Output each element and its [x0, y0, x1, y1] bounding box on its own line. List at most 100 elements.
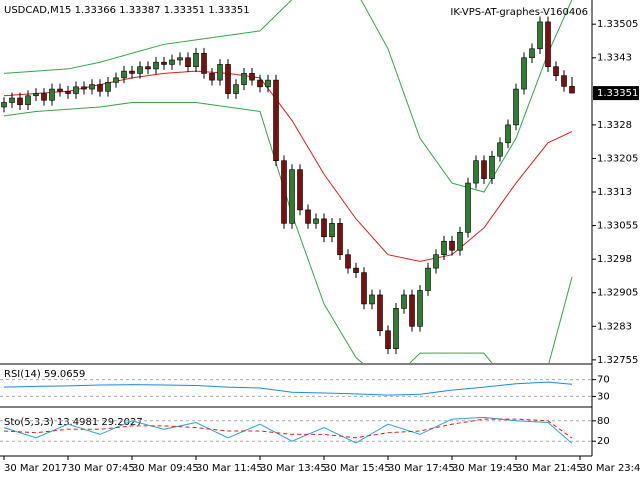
candle-body	[561, 75, 567, 87]
y-tick-label: 1.3298	[597, 254, 632, 265]
candle-body	[241, 73, 247, 85]
candle-body	[521, 57, 527, 90]
y-tick-label: 70	[597, 375, 610, 386]
candle-body	[481, 160, 487, 179]
x-tick-label: 30 Mar 19:45	[452, 463, 519, 474]
main-pane	[1, 0, 575, 363]
candle-body	[137, 66, 143, 74]
symbol: USDCAD,M15	[4, 5, 71, 16]
x-tick-label: 30 Mar 17:45	[388, 463, 455, 474]
candle-body	[537, 21, 543, 50]
rsi-title: RSI(14)	[4, 369, 41, 380]
candle-body	[497, 142, 503, 157]
candle-body	[409, 294, 415, 327]
candle-body	[393, 308, 399, 349]
candle-body	[289, 169, 295, 224]
x-tick-label: 30 Mar 13:45	[260, 463, 327, 474]
candle-body	[569, 86, 575, 94]
candle-body	[105, 82, 111, 92]
candle-body	[17, 97, 23, 106]
candle-body	[25, 95, 31, 106]
y-tick-label: 1.3313	[597, 187, 632, 198]
candle-body	[361, 272, 367, 305]
y-tick-label: 1.3283	[597, 321, 632, 332]
candle-body	[257, 79, 263, 88]
candle-body	[249, 73, 255, 81]
candle-body	[129, 70, 135, 74]
x-tick-label: 30 Mar 23:45	[580, 463, 640, 474]
candle-body	[65, 91, 71, 94]
x-tick-label: 30 Mar 07:45	[68, 463, 135, 474]
candle-body	[265, 79, 271, 88]
y-tick-label: 1.33055	[597, 221, 638, 232]
rsi-label: RSI(14) 59.0659	[4, 369, 85, 380]
candle-body	[345, 254, 351, 269]
candle-body	[433, 254, 439, 269]
candle-body	[41, 93, 47, 101]
candle-body	[49, 88, 55, 101]
candle-body	[377, 294, 383, 332]
price-label: 1.33351	[597, 88, 638, 99]
high-price: 1.33387	[119, 5, 160, 16]
candle-body	[369, 294, 375, 305]
y-tick-label: 30	[597, 391, 610, 402]
candle-body	[321, 218, 327, 238]
annotation: IK-VPS-AT-graphes-V160406	[450, 7, 588, 18]
indicator-line	[3, 0, 573, 193]
candle-body	[193, 52, 199, 67]
candle-body	[57, 88, 63, 92]
candle-body	[177, 57, 183, 61]
indicator-line	[3, 381, 573, 396]
close-price: 1.33351	[208, 5, 249, 16]
y-tick-label: 1.32755	[597, 355, 638, 366]
stoch-signal-value: 29.2027	[101, 417, 142, 428]
candle-body	[457, 232, 463, 251]
candle-body	[281, 160, 287, 224]
candle-body	[313, 218, 319, 224]
candle-body	[353, 267, 359, 273]
stoch-main-value: 13.4981	[57, 417, 98, 428]
candle-body	[33, 93, 39, 97]
y-tick-label: 1.32905	[597, 288, 638, 299]
y-tick-label: 20	[597, 436, 610, 447]
x-tick-label: 30 Mar 09:45	[132, 463, 199, 474]
candle-body	[417, 290, 423, 327]
candle-body	[337, 223, 343, 255]
candle-body	[529, 48, 535, 59]
candle-body	[161, 61, 167, 65]
candle-body	[89, 84, 95, 90]
indicator-line	[3, 418, 573, 439]
open-price: 1.33366	[75, 5, 116, 16]
x-tick-label: 30 Mar 15:45	[324, 463, 391, 474]
x-tick-label: 30 Mar 11:45	[196, 463, 263, 474]
candle-body	[441, 240, 447, 255]
candle-body	[513, 88, 519, 126]
candle-body	[185, 57, 191, 67]
candle-body	[473, 160, 479, 184]
candle-body	[169, 59, 175, 65]
y-tick-label: 1.33505	[597, 19, 638, 30]
y-tick-label: 1.3328	[597, 120, 632, 131]
candle-body	[145, 66, 151, 70]
y-tick-label: 80	[597, 416, 610, 427]
candle-body	[113, 77, 119, 83]
candle-body	[97, 84, 103, 92]
candle-body	[201, 52, 207, 74]
candle-body	[425, 267, 431, 291]
candle-body	[385, 330, 391, 349]
candle-body	[9, 97, 15, 103]
y-tick-label: 1.3343	[597, 53, 632, 64]
candle-body	[153, 61, 159, 70]
candle-body	[305, 209, 311, 224]
candle-body	[329, 223, 335, 238]
candle-body	[465, 182, 471, 233]
rsi-value: 59.0659	[44, 369, 85, 380]
candle-body	[401, 294, 407, 309]
chart-header: USDCAD,M15 1.33366 1.33387 1.33351 1.333…	[4, 5, 250, 16]
candle-body	[273, 79, 279, 161]
candle-body	[449, 240, 455, 251]
y-tick-label: 1.33205	[597, 153, 638, 164]
candle-body	[217, 64, 223, 81]
